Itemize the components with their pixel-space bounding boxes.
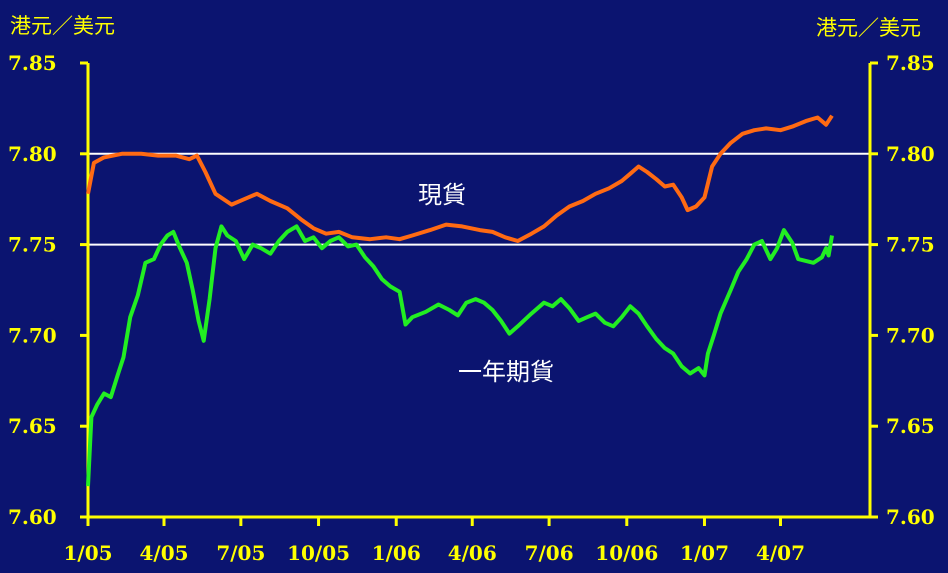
x-tick-label: 1/06: [372, 541, 421, 565]
spot-series-label: 現貨: [418, 181, 466, 209]
left-axis-unit-label: 港元／美元: [10, 14, 115, 38]
x-tick-label: 10/06: [595, 541, 658, 565]
x-tick-label: 1/05: [63, 541, 112, 565]
x-tick-label: 4/05: [139, 541, 188, 565]
y-tick-label-right: 7.80: [886, 142, 935, 166]
y-tick-label-left: 7.75: [8, 233, 57, 257]
forward-series-line: [86, 224, 834, 487]
x-tick-label: 4/06: [448, 541, 497, 565]
y-tick-label-left: 7.65: [8, 414, 57, 438]
y-tick-label-left: 7.85: [8, 51, 57, 75]
x-tick-label: 10/05: [287, 541, 350, 565]
y-tick-label-left: 7.60: [8, 505, 57, 529]
y-tick-label-left: 7.80: [8, 142, 57, 166]
x-tick-label: 4/07: [756, 541, 805, 565]
y-tick-label-right: 7.65: [886, 414, 935, 438]
y-tick-label-right: 7.75: [886, 233, 935, 257]
forward-series-label: 一年期貨: [458, 358, 554, 386]
x-tick-label: 7/05: [216, 541, 265, 565]
x-tick-label: 1/07: [680, 541, 729, 565]
x-tick-label: 7/06: [525, 541, 574, 565]
y-tick-label-right: 7.60: [886, 505, 935, 529]
right-axis-unit-label: 港元／美元: [816, 16, 921, 40]
y-tick-label-left: 7.70: [8, 323, 57, 347]
spot-series-line: [86, 114, 834, 243]
y-tick-label-right: 7.70: [886, 323, 935, 347]
y-tick-label-right: 7.85: [886, 51, 935, 75]
